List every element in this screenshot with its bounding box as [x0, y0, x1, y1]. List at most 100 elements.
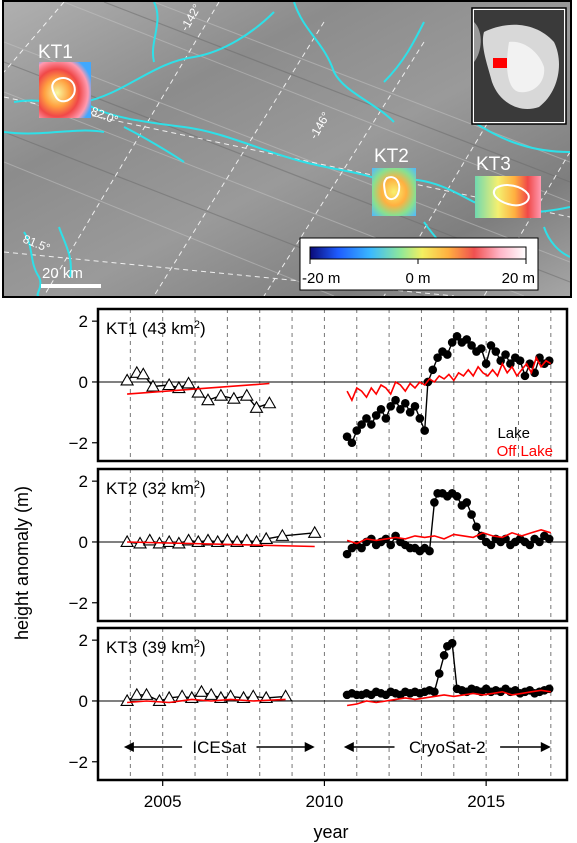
data-point: [357, 420, 366, 429]
mission-arrowhead-left: [343, 742, 354, 752]
data-point: [307, 525, 322, 538]
legend-lake: Lake: [497, 425, 530, 442]
kt3-patch: [475, 176, 541, 218]
y-tick-label: 0: [79, 533, 88, 552]
kt2-patch: [372, 168, 416, 216]
data-point: [347, 438, 357, 448]
y-tick-label: 0: [79, 692, 88, 711]
title-superscript: 2: [194, 319, 200, 331]
data-point: [386, 540, 396, 550]
data-point: [181, 376, 196, 389]
data-point: [515, 356, 525, 365]
series-cryosat-2-off-lake: [346, 528, 552, 545]
data-point: [433, 353, 442, 362]
data-point: [376, 405, 386, 414]
data-point: [220, 533, 235, 546]
kt3-label: KT3: [476, 154, 511, 175]
x-tick-label: 2005: [144, 792, 182, 811]
data-point: [246, 689, 261, 702]
data-point: [467, 510, 476, 519]
data-point: [201, 393, 215, 406]
data-point: [535, 537, 544, 547]
series-cryosat-2-off-lake: [346, 355, 552, 403]
data-point: [371, 411, 381, 420]
map-panel: KT1 KT2 KT3 -142° 82.0° -146° 81.5° 20 k…: [2, 0, 572, 298]
data-point: [278, 689, 293, 702]
data-point: [520, 371, 530, 381]
data-point: [476, 344, 486, 353]
data-point: [434, 669, 444, 678]
kt2-label: KT2: [374, 146, 409, 167]
data-point: [447, 638, 457, 648]
data-point: [262, 396, 277, 409]
data-point: [381, 414, 391, 423]
data-point: [162, 534, 177, 548]
panel-title: KT1 (43 km2): [106, 319, 206, 338]
data-point: [428, 365, 438, 375]
data-point: [420, 426, 429, 435]
data-point: [120, 373, 135, 386]
data-point: [342, 549, 352, 559]
data-point: [544, 534, 554, 544]
data-point: [259, 531, 274, 544]
kt1-label: KT1: [38, 42, 73, 63]
series-icesat-off-lake: [127, 698, 286, 704]
data-point: [249, 400, 264, 413]
data-point: [367, 420, 376, 429]
mission-label-cryosat-2: CryoSat-2: [409, 738, 486, 757]
location-inset: [471, 7, 567, 125]
data-point: [467, 341, 476, 350]
data-point: [486, 341, 496, 350]
data-point: [120, 693, 135, 707]
series-cryosat-2-off-lake: [346, 689, 551, 707]
x-axis-label: year: [313, 822, 348, 842]
data-point: [544, 356, 554, 365]
colorbar-tick-zero: 0 m: [405, 270, 430, 287]
mission-arrowhead-right: [304, 742, 315, 752]
data-point: [162, 377, 177, 391]
data-point: [136, 367, 151, 380]
kt1-patch: [39, 62, 91, 118]
y-tick-label: 2: [79, 631, 88, 650]
legend-off-lake: Off Lake: [497, 443, 553, 460]
data-point: [430, 687, 439, 697]
data-point: [481, 359, 491, 369]
title-superscript: 2: [194, 638, 200, 650]
series-icesat-off-lake: [127, 382, 270, 395]
y-tick-label: −2: [69, 753, 88, 772]
data-point: [501, 350, 510, 359]
mission-label-icesat: ICESat: [192, 738, 246, 757]
data-point: [239, 388, 254, 401]
river-network: [4, 2, 570, 296]
y-tick-label: 2: [79, 312, 88, 331]
panel-title: KT3 (39 km2): [106, 638, 206, 657]
data-point: [201, 533, 215, 546]
data-point: [439, 651, 449, 660]
data-point: [239, 533, 254, 546]
data-point: [342, 432, 352, 441]
data-point: [191, 385, 206, 398]
x-tick-label: 2010: [305, 792, 343, 811]
data-point: [362, 414, 371, 423]
data-point: [181, 533, 196, 546]
data-point: [213, 388, 228, 401]
data-point: [415, 414, 425, 423]
mission-arrowhead-left: [123, 742, 134, 752]
data-point: [175, 689, 190, 702]
y-tick-label: 2: [79, 472, 88, 491]
data-point: [400, 398, 410, 408]
title-superscript: 2: [194, 479, 200, 491]
colorbar-box: -20 m 0 m 20 m: [299, 237, 539, 291]
series-icesat-off-lake: [127, 541, 315, 548]
scale-bar: [41, 284, 101, 288]
data-point: [452, 332, 462, 341]
data-point: [120, 534, 135, 548]
kt2-outline: [383, 176, 401, 200]
data-point: [425, 546, 434, 556]
y-tick-label: −2: [69, 434, 88, 453]
panel-kt2: −202 KT2 (32 km2): [69, 467, 569, 623]
data-point: [472, 522, 481, 532]
y-axis-label: height anomaly (m): [12, 486, 32, 640]
data-point: [486, 540, 496, 550]
mission-arrowhead-right: [540, 742, 551, 752]
